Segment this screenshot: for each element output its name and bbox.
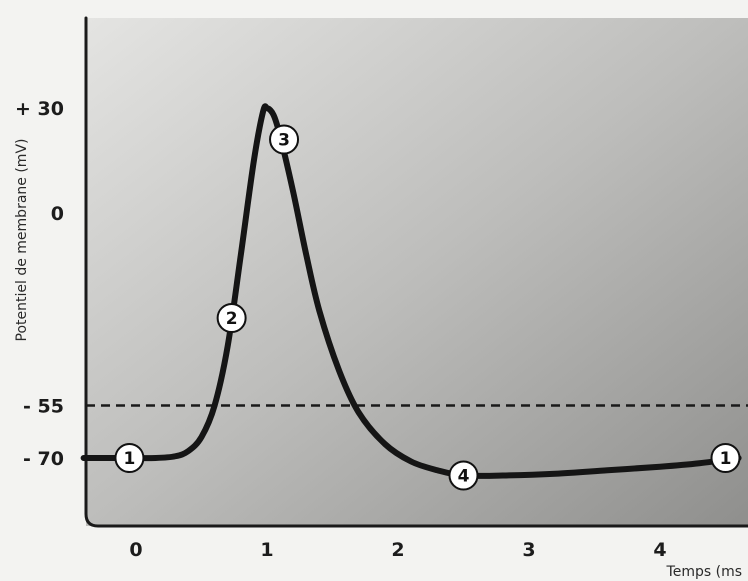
y-tick-label: + 30 xyxy=(15,98,64,120)
phase-marker-1: 1 xyxy=(710,443,741,473)
phase-marker-3: 3 xyxy=(269,124,300,155)
phase-marker-circle xyxy=(710,443,741,473)
phase-marker-2: 2 xyxy=(216,303,247,333)
x-tick-label: 1 xyxy=(260,539,273,561)
phase-marker-number: 4 xyxy=(458,467,470,487)
y-tick-label: - 55 xyxy=(23,396,64,418)
x-axis-label: Temps (ms xyxy=(666,564,742,580)
x-tick-label: 0 xyxy=(129,539,142,561)
phase-marker-number: 3 xyxy=(278,131,290,151)
phase-marker-number: 2 xyxy=(226,309,238,329)
x-tick-label: 2 xyxy=(391,539,404,561)
series-line-membrane-potential xyxy=(80,103,742,479)
axis-frame xyxy=(84,16,748,528)
phase-marker-1: 1 xyxy=(114,443,145,473)
y-tick-label: - 70 xyxy=(23,448,64,470)
x-tick-label: 3 xyxy=(522,539,535,561)
phase-marker-4: 4 xyxy=(448,460,479,491)
y-axis-label: Potentiel de membrane (mV) xyxy=(14,139,30,342)
phase-marker-circle xyxy=(114,443,145,473)
phase-marker-circle xyxy=(269,124,300,155)
y-tick-label: 0 xyxy=(51,203,64,225)
phase-marker-number: 1 xyxy=(720,449,732,469)
phase-marker-circle xyxy=(216,303,247,333)
phase-marker-number: 1 xyxy=(124,449,136,469)
x-tick-label: 4 xyxy=(653,539,666,561)
phase-marker-circle xyxy=(448,460,479,491)
axes xyxy=(84,16,748,528)
